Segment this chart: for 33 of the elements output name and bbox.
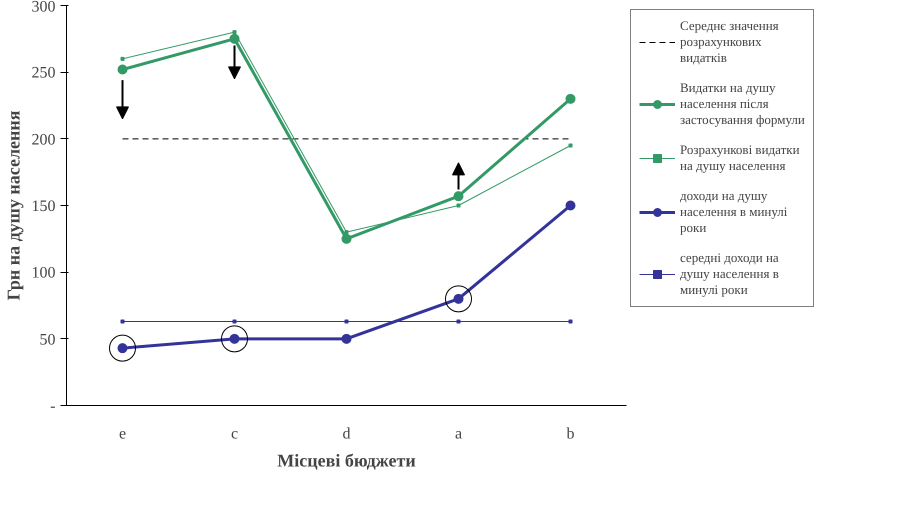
point [344,320,348,324]
point [232,320,236,324]
point [342,234,352,244]
point [568,320,572,324]
x-axis-title: Місцеві бюджети [277,450,416,470]
legend-label: Видатки на душу населення після застосування формули [680,80,805,128]
point [120,56,124,61]
legend-label: Середнє значення розрахункових видатків [680,18,780,66]
y-tick-label: 300 [32,0,56,16]
x-tick-label: c [230,426,238,442]
y-tick-label: 50 [40,331,56,348]
point [566,94,576,104]
y-tick-label: - [50,398,56,415]
point [118,64,128,74]
y-tick-label: 200 [32,131,56,148]
point [232,30,236,34]
point [456,204,460,208]
x-tick-label: b [566,426,574,442]
x-tick-label: e [118,426,126,442]
legend-label: доходи на душу населення в минулі роки [680,188,788,236]
x-tick-label: d [342,426,350,442]
y-tick-label: 100 [32,264,56,282]
y-tick-label: 250 [32,64,56,82]
point [120,320,124,324]
point [456,320,460,324]
y-axis-title: Грн на душу населення [4,110,24,301]
y-tick-label: 150 [32,198,56,215]
legend-label: Розрахункові видатки на душу населення [680,142,800,174]
legend-label: середні доходи на душу населення в минулі роки [680,250,780,298]
point [344,230,348,234]
point [454,191,464,202]
x-tick-label: a [454,426,462,442]
point [568,144,572,148]
